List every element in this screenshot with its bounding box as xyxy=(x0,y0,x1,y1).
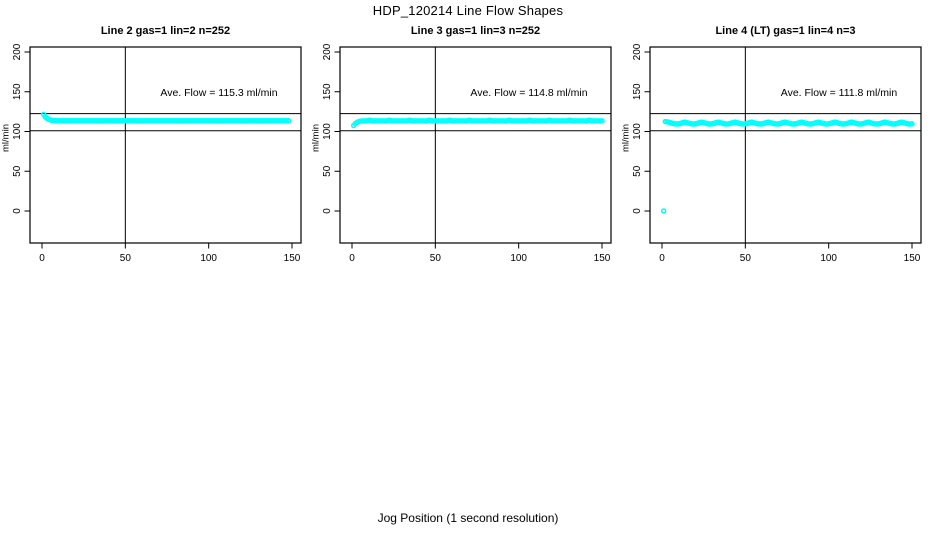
panel-2: Line 3 gas=1 lin=3 n=252 0 50 100 150 200 0 50 1… xyxy=(311,25,612,264)
y-tick-label: 200 xyxy=(322,43,333,60)
x-axis-label: Jog Position (1 second resolution) xyxy=(377,511,559,525)
x-tick-label: 100 xyxy=(820,253,837,264)
data-point xyxy=(285,118,292,124)
y-tick-label: 150 xyxy=(322,83,333,100)
panel-title: Line 3 gas=1 lin=3 n=252 xyxy=(411,25,540,37)
y-tick-label: 0 xyxy=(632,208,643,214)
y-axis-label: ml/min xyxy=(621,124,632,152)
y-tick-label: 0 xyxy=(322,208,333,214)
panel-frame xyxy=(29,46,302,244)
y-tick-label: 50 xyxy=(632,165,643,177)
panel-title: Line 2 gas=1 lin=2 n=252 xyxy=(101,25,230,37)
y-tick-label: 150 xyxy=(12,83,23,100)
y-tick-label: 200 xyxy=(12,43,23,60)
panel-frame xyxy=(649,46,922,244)
x-tick-label: 150 xyxy=(284,253,301,264)
x-tick-label: 100 xyxy=(510,253,527,264)
x-tick-label: 50 xyxy=(120,253,132,264)
y-tick-label: 0 xyxy=(12,208,23,214)
y-tick-label: 100 xyxy=(632,123,643,140)
x-tick-label: 0 xyxy=(659,253,665,264)
panel-frame xyxy=(339,46,612,244)
y-tick-label: 100 xyxy=(322,123,333,140)
ave-flow-label: Ave. Flow = 111.8 ml/min xyxy=(781,87,898,99)
data-point xyxy=(599,118,605,124)
data-point xyxy=(660,208,667,214)
x-tick-label: 0 xyxy=(39,253,45,264)
y-tick-label: 100 xyxy=(12,123,23,140)
y-axis-label: ml/min xyxy=(311,124,322,152)
panel-title: Line 4 (LT) gas=1 lin=4 n=3 xyxy=(715,25,855,37)
ave-flow-label: Ave. Flow = 114.8 ml/min xyxy=(470,87,587,99)
y-tick-label: 50 xyxy=(12,165,23,177)
ave-flow-label: Ave. Flow = 115.3 ml/min xyxy=(160,87,277,99)
y-tick-label: 50 xyxy=(322,165,333,177)
x-tick-label: 0 xyxy=(349,253,355,264)
chart-title: HDP_120214 Line Flow Shapes xyxy=(372,3,564,18)
panel-3: Line 4 (LT) gas=1 lin=4 n=3 0 50 100 150 200 0… xyxy=(621,25,922,264)
panel-1: Line 2 gas=1 lin=2 n=252 0 50 100 150 200 0 50 1… xyxy=(1,25,302,264)
x-tick-label: 150 xyxy=(594,253,611,264)
x-tick-label: 150 xyxy=(904,253,921,264)
data-point xyxy=(909,121,915,127)
y-tick-label: 200 xyxy=(632,43,643,60)
x-tick-label: 50 xyxy=(740,253,752,264)
x-tick-label: 100 xyxy=(200,253,217,264)
y-tick-label: 150 xyxy=(632,83,643,100)
x-tick-label: 50 xyxy=(430,253,442,264)
y-axis-label: ml/min xyxy=(1,124,12,152)
